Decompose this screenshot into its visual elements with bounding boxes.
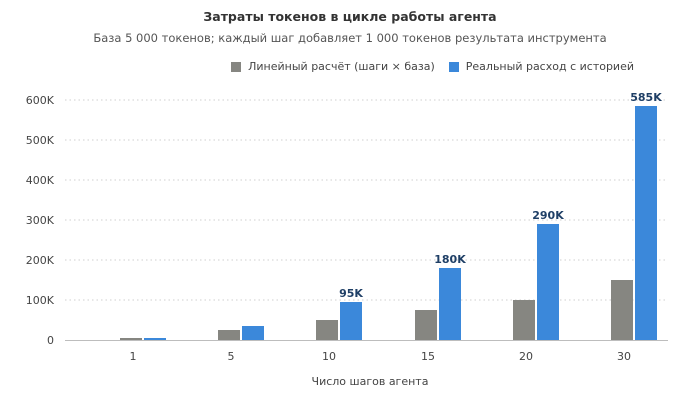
bar-linear (218, 330, 240, 340)
legend-swatch-real (448, 61, 459, 72)
x-tick-label: 30 (617, 350, 631, 363)
y-tick-label: 200K (26, 254, 55, 267)
legend-item-real: Реальный расход с историей (448, 60, 634, 73)
legend-label-linear: Линейный расчёт (шаги × база) (248, 60, 435, 73)
legend-swatch-linear (231, 61, 242, 72)
y-tick-label: 300K (26, 214, 55, 227)
y-tick-label: 0 (47, 334, 54, 347)
y-tick-label: 600K (26, 94, 55, 107)
chart-subtitle: База 5 000 токенов; каждый шаг добавляет… (93, 31, 607, 45)
y-tick-label: 100K (26, 294, 55, 307)
bar-real (439, 268, 461, 340)
x-tick-label: 5 (228, 350, 235, 363)
bar-linear (316, 320, 338, 340)
x-axis-label: Число шагов агента (311, 375, 429, 388)
data-label: 585K (630, 91, 662, 104)
bar-real (340, 302, 362, 340)
bar-linear (120, 338, 142, 340)
bar-linear (611, 280, 633, 340)
data-label: 290K (532, 209, 564, 222)
x-tick-label: 20 (519, 350, 533, 363)
chart-title: Затраты токенов в цикле работы агента (203, 9, 497, 24)
x-tick-label: 1 (130, 350, 137, 363)
bar-real (635, 106, 657, 340)
y-tick-label: 400K (26, 174, 55, 187)
x-tick-label: 15 (421, 350, 435, 363)
data-label: 180K (434, 253, 466, 266)
bar-real (144, 338, 166, 340)
bar-linear (415, 310, 437, 340)
x-tick-label: 10 (322, 350, 336, 363)
bar-linear (513, 300, 535, 340)
y-tick-label: 500K (26, 134, 55, 147)
legend: Линейный расчёт (шаги × база) Реальный р… (217, 60, 634, 73)
bar-real (537, 224, 559, 340)
bar-real (242, 326, 264, 340)
legend-label-real: Реальный расход с историей (465, 60, 634, 73)
data-label: 95K (339, 287, 363, 300)
legend-item-linear: Линейный расчёт (шаги × база) (231, 60, 435, 73)
